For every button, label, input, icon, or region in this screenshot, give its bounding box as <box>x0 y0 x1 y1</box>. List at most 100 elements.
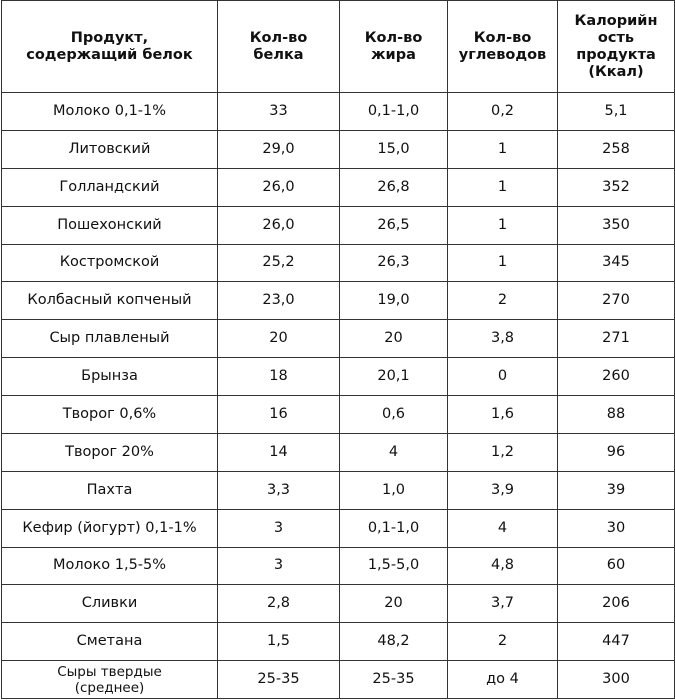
cell-line: (Ккал) <box>588 63 644 80</box>
product-cell: Брынза <box>1 357 218 396</box>
value-cell: 1,5-5,0 <box>339 546 448 586</box>
product-cell: Литовский <box>1 129 218 169</box>
value-cell: 1,5 <box>217 622 340 662</box>
product-cell: Творог 0,6% <box>1 395 218 434</box>
value-cell: 0,6 <box>339 395 448 434</box>
value-cell: 20 <box>339 319 448 359</box>
value-cell: 1,6 <box>447 395 558 434</box>
value-cell: 1 <box>447 167 558 207</box>
value-cell: 96 <box>557 432 675 472</box>
cell-line: Кол-во <box>249 29 308 46</box>
value-cell: 258 <box>557 129 675 169</box>
cell-line: Кол-во <box>473 29 532 46</box>
product-cell: Сливки <box>1 584 218 624</box>
value-cell: 16 <box>217 395 340 434</box>
value-cell: 23,0 <box>217 281 340 321</box>
product-cell: Кефир (йогурт) 0,1-1% <box>1 508 218 548</box>
header-cell: Кол-во жира <box>339 0 448 93</box>
value-cell: 350 <box>557 205 675 245</box>
table-row: Колбасный копченый 23,0 19,0 2 270 <box>1 281 675 321</box>
table-row: Творог 0,6% 16 0,6 1,6 88 <box>1 395 675 434</box>
table-row: Сливки 2,8 20 3,7 206 <box>1 584 675 624</box>
value-cell: 18 <box>217 357 340 396</box>
value-cell: 206 <box>557 584 675 624</box>
value-cell: 25-35 <box>217 660 340 699</box>
cell-line: жира <box>371 46 416 63</box>
table-row: Кефир (йогурт) 0,1-1% 3 0,1-1,0 4 30 <box>1 508 675 548</box>
value-cell: 1,0 <box>339 470 448 510</box>
value-cell: 270 <box>557 281 675 321</box>
value-cell: 0,2 <box>447 92 558 131</box>
value-cell: 25-35 <box>339 660 448 699</box>
value-cell: 0,1-1,0 <box>339 92 448 131</box>
value-cell: 15,0 <box>339 129 448 169</box>
header-cell: Кол-во белка <box>217 0 340 93</box>
value-cell: 33 <box>217 92 340 131</box>
value-cell: 26,3 <box>339 243 448 283</box>
value-cell: 20 <box>217 319 340 359</box>
value-cell: 300 <box>557 660 675 699</box>
table-row: Сыры твердые (среднее) 25-35 25-35 до 4 300 <box>1 660 675 699</box>
value-cell: 5,1 <box>557 92 675 131</box>
product-cell: Молоко 1,5-5% <box>1 546 218 586</box>
value-cell: 48,2 <box>339 622 448 662</box>
value-cell: 4 <box>339 432 448 472</box>
value-cell: 1,2 <box>447 432 558 472</box>
cell-line: ость <box>597 29 635 46</box>
table-row: Пахта 3,3 1,0 3,9 39 <box>1 470 675 510</box>
value-cell: 20,1 <box>339 357 448 396</box>
value-cell: 2 <box>447 281 558 321</box>
value-cell: 352 <box>557 167 675 207</box>
value-cell: 345 <box>557 243 675 283</box>
value-cell: 26,5 <box>339 205 448 245</box>
table-row: Молоко 0,1-1% 33 0,1-1,0 0,2 5,1 <box>1 92 675 131</box>
value-cell: 3,8 <box>447 319 558 359</box>
value-cell: 3 <box>217 546 340 586</box>
value-cell: 3,7 <box>447 584 558 624</box>
cell-line: Сыры твердые <box>57 663 162 680</box>
value-cell: 1 <box>447 205 558 245</box>
header-row: Продукт, содержащий белок Кол-во белка Кол-в… <box>1 0 675 93</box>
value-cell: 25,2 <box>217 243 340 283</box>
cell-line: содержащий белок <box>26 46 193 63</box>
value-cell: 39 <box>557 470 675 510</box>
table-body: Молоко 0,1-1% 33 0,1-1,0 0,2 5,1 Литовский 29,… <box>1 92 675 699</box>
table-row: Сметана 1,5 48,2 2 447 <box>1 622 675 662</box>
value-cell: 271 <box>557 319 675 359</box>
value-cell: 4,8 <box>447 546 558 586</box>
value-cell: 1 <box>447 243 558 283</box>
table-row: Литовский 29,0 15,0 1 258 <box>1 129 675 169</box>
product-cell: Сметана <box>1 622 218 662</box>
value-cell: 60 <box>557 546 675 586</box>
value-cell: 26,0 <box>217 167 340 207</box>
table-row: Творог 20% 14 4 1,2 96 <box>1 432 675 472</box>
value-cell: 26,8 <box>339 167 448 207</box>
value-cell: 260 <box>557 357 675 396</box>
value-cell: 4 <box>447 508 558 548</box>
table-row: Брынза 18 20,1 0 260 <box>1 357 675 396</box>
product-cell: Творог 20% <box>1 432 218 472</box>
cell-line: Кол-во <box>364 29 423 46</box>
value-cell: до 4 <box>447 660 558 699</box>
cell-line: (среднее) <box>74 679 145 696</box>
value-cell: 1 <box>447 129 558 169</box>
value-cell: 447 <box>557 622 675 662</box>
value-cell: 0 <box>447 357 558 396</box>
value-cell: 19,0 <box>339 281 448 321</box>
value-cell: 88 <box>557 395 675 434</box>
cell-line: углеводов <box>458 46 547 63</box>
cell-line: Продукт, <box>70 29 149 46</box>
table-row: Голландский 26,0 26,8 1 352 <box>1 167 675 207</box>
header-cell: Продукт, содержащий белок <box>1 0 218 93</box>
value-cell: 26,0 <box>217 205 340 245</box>
product-cell: Голландский <box>1 167 218 207</box>
table-row: Костромской 25,2 26,3 1 345 <box>1 243 675 283</box>
cell-line: белка <box>253 46 304 63</box>
cell-line: продукта <box>576 46 656 63</box>
value-cell: 3,9 <box>447 470 558 510</box>
value-cell: 2,8 <box>217 584 340 624</box>
product-cell: Костромской <box>1 243 218 283</box>
value-cell: 14 <box>217 432 340 472</box>
cell-line: Калорийн <box>574 12 658 29</box>
